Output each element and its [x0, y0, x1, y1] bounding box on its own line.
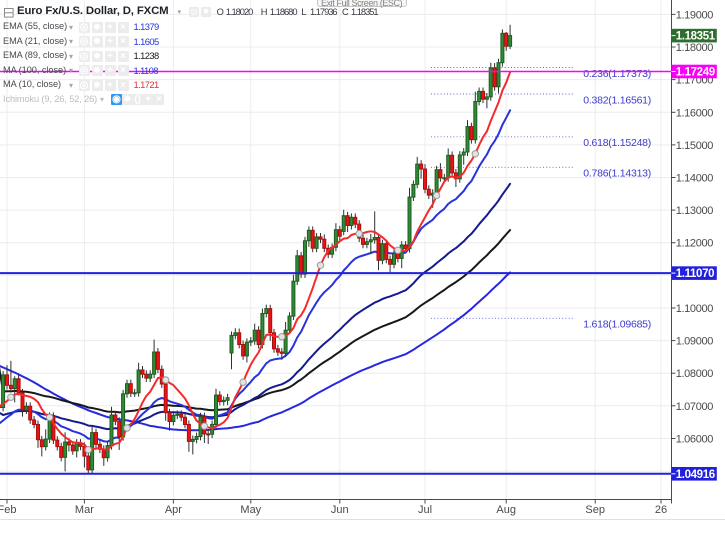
svg-text:1.14000: 1.14000: [676, 173, 714, 185]
svg-text:1.17249: 1.17249: [676, 67, 715, 79]
svg-text:1.16000: 1.16000: [676, 107, 714, 119]
svg-text:1.18351: 1.18351: [676, 31, 716, 43]
svg-text:0.618(1.15248): 0.618(1.15248): [583, 137, 651, 149]
svg-text:May: May: [240, 504, 261, 516]
svg-text:0.382(1.16561): 0.382(1.16561): [583, 94, 651, 106]
svg-text:Jul: Jul: [418, 504, 432, 516]
svg-text:Aug: Aug: [496, 504, 516, 516]
svg-text:1.18000: 1.18000: [676, 42, 714, 54]
svg-text:Mar: Mar: [75, 504, 94, 516]
svg-text:Jun: Jun: [331, 504, 349, 516]
svg-text:1.15000: 1.15000: [676, 140, 714, 152]
svg-text:Sep: Sep: [585, 504, 605, 516]
svg-text:1.04916: 1.04916: [676, 469, 715, 481]
svg-text:0.786(1.14313): 0.786(1.14313): [583, 168, 651, 180]
svg-text:1.618(1.09685): 1.618(1.09685): [583, 319, 651, 331]
svg-text:1.12000: 1.12000: [676, 238, 714, 250]
svg-text:1.10000: 1.10000: [676, 303, 714, 315]
svg-text:1.06000: 1.06000: [676, 434, 714, 446]
svg-text:Apr: Apr: [165, 504, 182, 516]
svg-text:1.08000: 1.08000: [676, 368, 714, 380]
svg-text:1.09000: 1.09000: [676, 336, 714, 348]
svg-text:0.236(1.17373): 0.236(1.17373): [583, 68, 651, 80]
svg-text:1.07000: 1.07000: [676, 401, 714, 413]
svg-text:26: 26: [655, 504, 667, 516]
svg-text:1.11070: 1.11070: [676, 268, 715, 280]
svg-text:1.19000: 1.19000: [676, 9, 714, 21]
svg-text:Feb: Feb: [0, 504, 16, 516]
svg-text:1.13000: 1.13000: [676, 205, 714, 217]
